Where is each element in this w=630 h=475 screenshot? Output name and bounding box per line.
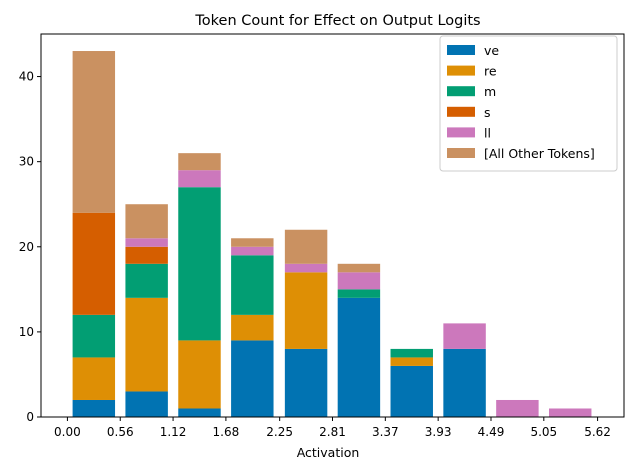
bar-segment-5-5 bbox=[337, 263, 381, 273]
legend-label: s bbox=[484, 105, 491, 120]
bar-segment-4-1 bbox=[125, 238, 168, 247]
bar-segment-5-0 bbox=[72, 51, 116, 213]
legend-box bbox=[439, 35, 618, 172]
x-tick-label: 4.49 bbox=[478, 425, 505, 439]
bar-segment-0-2 bbox=[178, 408, 221, 417]
bar-segment-2-5 bbox=[337, 289, 381, 298]
legend-label: ll bbox=[484, 125, 491, 140]
bars-layer bbox=[72, 51, 592, 417]
bar-segment-3-0 bbox=[72, 212, 116, 315]
x-tick-label: 0.56 bbox=[107, 425, 134, 439]
legend-swatch bbox=[447, 148, 475, 158]
bar-segment-0-4 bbox=[284, 348, 328, 417]
bar-segment-4-7 bbox=[443, 323, 486, 349]
bar-segment-5-3 bbox=[231, 238, 274, 247]
bar-segment-4-4 bbox=[284, 263, 328, 273]
bar-segment-0-7 bbox=[443, 348, 486, 417]
bar-segment-5-2 bbox=[178, 153, 221, 171]
bar-segment-4-9 bbox=[549, 408, 592, 417]
bar-segment-1-0 bbox=[72, 357, 116, 400]
bar-segment-5-4 bbox=[284, 229, 328, 264]
legend-swatch bbox=[447, 86, 475, 97]
bar-segment-1-6 bbox=[390, 357, 433, 366]
bar-segment-1-2 bbox=[178, 340, 221, 409]
legend-label: m bbox=[484, 84, 496, 99]
x-tick-label: 3.37 bbox=[372, 425, 399, 439]
bar-segment-0-3 bbox=[231, 340, 274, 417]
legend: ve re ms ll [All Other Tokens] bbox=[439, 35, 618, 172]
x-tick-label: 5.62 bbox=[584, 425, 611, 439]
bar-segment-0-5 bbox=[337, 297, 381, 417]
y-tick-label: 30 bbox=[19, 155, 34, 169]
axes-layer: 0 10 20 30 40 0.00 0.56 1.12 1.68 2.25 2.81 3.37 3.9… bbox=[19, 33, 625, 439]
y-tick-label: 10 bbox=[19, 325, 34, 339]
bar-segment-2-0 bbox=[72, 314, 116, 358]
bar-segment-0-0 bbox=[72, 399, 116, 417]
x-tick-label: 1.68 bbox=[213, 425, 240, 439]
legend-swatch bbox=[447, 127, 475, 138]
y-tick-label: 0 bbox=[26, 410, 34, 424]
x-tick-label: 5.05 bbox=[530, 425, 557, 439]
bar-segment-1-3 bbox=[231, 314, 274, 341]
legend-swatch bbox=[447, 65, 475, 76]
x-axis-label: Activation bbox=[297, 445, 360, 460]
bar-segment-2-2 bbox=[178, 187, 221, 341]
x-tick-label: 0.00 bbox=[54, 425, 81, 439]
bar-segment-1-4 bbox=[284, 272, 328, 349]
bar-segment-1-1 bbox=[125, 297, 168, 392]
bar-segment-2-1 bbox=[125, 263, 168, 298]
legend-label: re bbox=[484, 64, 497, 79]
bar-segment-3-1 bbox=[125, 246, 168, 264]
bar-segment-5-1 bbox=[125, 204, 168, 239]
x-tick-label: 3.93 bbox=[425, 425, 452, 439]
bar-segment-4-8 bbox=[496, 399, 539, 417]
chart-title: Token Count for Effect on Output Logits bbox=[194, 13, 480, 29]
x-tick-label: 2.81 bbox=[319, 425, 346, 439]
legend-swatch bbox=[447, 106, 475, 117]
bar-segment-0-6 bbox=[390, 365, 433, 417]
y-tick-label: 20 bbox=[19, 240, 34, 254]
bar-segment-2-3 bbox=[231, 255, 274, 315]
y-tick-label: 40 bbox=[19, 70, 34, 84]
bar-segment-4-5 bbox=[337, 272, 381, 290]
legend-label: [All Other Tokens] bbox=[484, 146, 595, 161]
legend-swatch bbox=[447, 45, 475, 55]
legend-label: ve bbox=[484, 43, 499, 58]
x-tick-label: 1.12 bbox=[160, 425, 187, 439]
bar-segment-2-6 bbox=[390, 348, 433, 358]
bar-segment-4-2 bbox=[178, 170, 221, 188]
bar-segment-4-3 bbox=[231, 246, 274, 256]
bar-segment-0-1 bbox=[125, 391, 168, 417]
x-tick-label: 2.25 bbox=[266, 425, 293, 439]
